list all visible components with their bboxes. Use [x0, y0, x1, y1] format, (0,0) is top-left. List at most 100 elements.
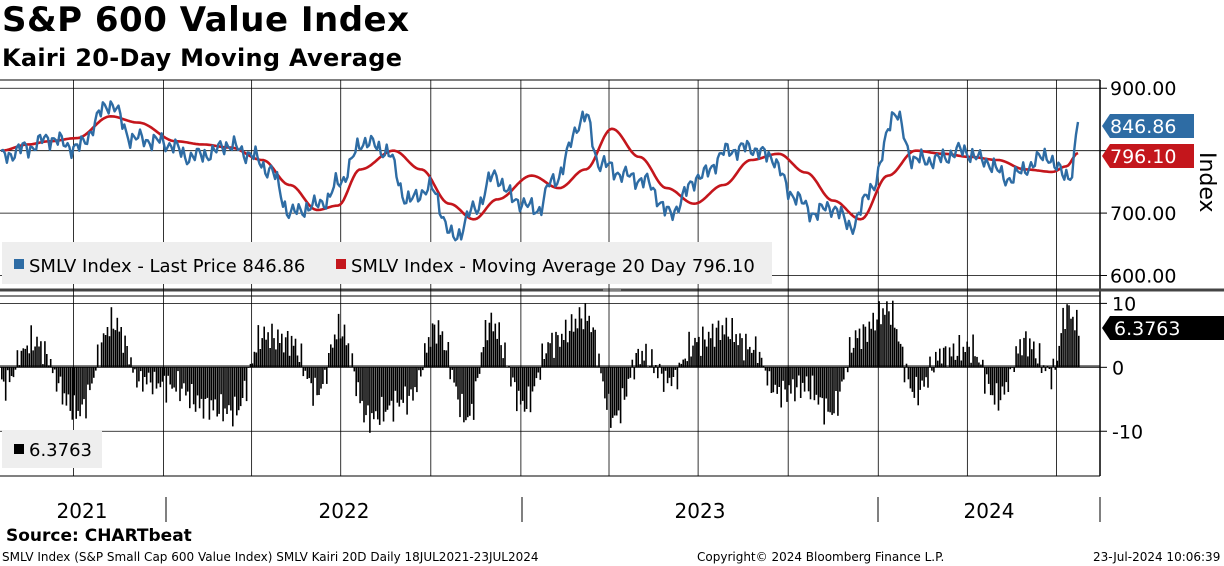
- kairi-bar: [226, 367, 228, 414]
- kairi-bar: [807, 367, 810, 392]
- kairi-bar: [26, 345, 28, 368]
- kairi-bar: [202, 367, 205, 419]
- kairi-bar: [835, 367, 837, 391]
- kairi-bar: [369, 367, 371, 433]
- kairi-bar: [668, 367, 671, 378]
- kairi-bar: [171, 367, 173, 389]
- y-tick-label: 900.00: [1110, 78, 1176, 100]
- kairi-bar: [126, 346, 128, 368]
- kairi-bar: [613, 367, 616, 416]
- kairi-bar: [774, 367, 777, 385]
- kairi-bar: [351, 353, 354, 368]
- kairi-bar: [104, 335, 107, 368]
- kairi-bar: [341, 336, 344, 368]
- series-moving-average-line: [0, 115, 1079, 221]
- kairi-bar: [623, 367, 626, 400]
- kairi-bar: [880, 324, 882, 368]
- kairi-bar: [815, 367, 818, 395]
- kairi-bar: [872, 312, 874, 368]
- kairi-bar: [917, 367, 919, 406]
- kairi-bar: [1062, 307, 1064, 368]
- kairi-bar: [596, 366, 598, 368]
- kairi-bar: [925, 367, 927, 378]
- kairi-bar: [846, 367, 849, 373]
- kairi-bar: [83, 367, 85, 400]
- kairi-bar: [130, 357, 132, 368]
- kairi-last-value: 6.3763: [1114, 318, 1180, 340]
- kairi-bar: [527, 367, 530, 387]
- footer-timestamp: 23-Jul-2024 10:06:39: [1093, 550, 1221, 564]
- kairi-bar: [999, 367, 1002, 401]
- kairi-bar: [406, 367, 408, 415]
- kairi-bar: [87, 367, 89, 385]
- kairi-bar: [733, 342, 735, 368]
- kairi-bar: [796, 367, 798, 388]
- kairi-bar: [145, 367, 148, 385]
- kairi-bar: [637, 348, 639, 368]
- kairi-bar: [508, 365, 510, 368]
- kairi-bar: [574, 318, 577, 368]
- kairi-bar: [956, 355, 959, 368]
- kairi-bar: [412, 367, 414, 401]
- kairi-bar: [1023, 337, 1025, 368]
- kairi-bar: [255, 352, 258, 368]
- kairi-bar: [821, 367, 824, 399]
- kairi-bar: [1078, 335, 1080, 368]
- kairi-bar: [870, 328, 872, 368]
- kairi-bar: [1029, 338, 1031, 368]
- kairi-bar: [498, 322, 500, 368]
- kairi-bar: [502, 358, 504, 368]
- kairi-bar: [523, 367, 526, 412]
- y-tick-label: 600.00: [1110, 266, 1176, 288]
- kairi-bar: [600, 367, 602, 374]
- kairi-bar: [306, 367, 309, 379]
- kairi-bar: [265, 339, 267, 368]
- kairi-bar: [725, 317, 728, 368]
- kairi-bar: [519, 367, 522, 405]
- kairi-bar: [778, 367, 780, 387]
- kairi-bar: [1052, 358, 1055, 368]
- kairi-bar: [635, 353, 637, 368]
- kairi-bar: [206, 367, 209, 398]
- kairi-bar: [49, 359, 52, 368]
- kairi-bar: [185, 367, 187, 396]
- kairi-bar: [251, 363, 254, 368]
- kairi-bar: [302, 367, 305, 377]
- kairi-bar: [666, 367, 669, 384]
- kairi-bar: [611, 367, 614, 418]
- kairi-bar: [106, 327, 109, 368]
- kairi-bar: [553, 357, 555, 368]
- kairi-bar: [717, 320, 720, 368]
- kairi-bar: [1068, 305, 1070, 368]
- kairi-bar: [909, 367, 912, 389]
- kairi-bar: [1025, 331, 1027, 368]
- kairi-bar: [153, 367, 156, 372]
- kairi-bar: [355, 367, 357, 397]
- kairi-bar: [982, 359, 984, 368]
- kairi-bar: [427, 337, 430, 368]
- kairi-bar: [752, 349, 755, 368]
- kairi-bar: [923, 367, 925, 387]
- kairi-bar: [1044, 367, 1047, 372]
- kairi-bar: [1031, 349, 1033, 368]
- footer-copyright: Copyright© 2024 Bloomberg Finance L.P.: [697, 550, 945, 564]
- kairi-bar: [598, 353, 600, 368]
- kairi-bar: [416, 367, 418, 393]
- kairi-bar: [705, 346, 708, 368]
- kairi-bar: [976, 356, 978, 368]
- kairi-bar: [944, 346, 947, 368]
- kairi-bar: [304, 367, 307, 371]
- kairi-bar: [390, 367, 393, 401]
- kairi-bar: [1058, 345, 1060, 368]
- kairi-bar: [674, 367, 677, 370]
- kairi-bar: [138, 367, 140, 382]
- kairi-bar: [584, 303, 587, 368]
- kairi-bar: [1046, 366, 1049, 368]
- kairi-bar: [884, 314, 886, 368]
- y-tick-label: -10: [1112, 421, 1143, 443]
- kairi-bar: [181, 367, 183, 389]
- kairi-bar: [514, 367, 516, 383]
- kairi-bar: [1005, 367, 1008, 383]
- kairi-bar: [234, 367, 236, 397]
- kairi-bar: [576, 328, 579, 368]
